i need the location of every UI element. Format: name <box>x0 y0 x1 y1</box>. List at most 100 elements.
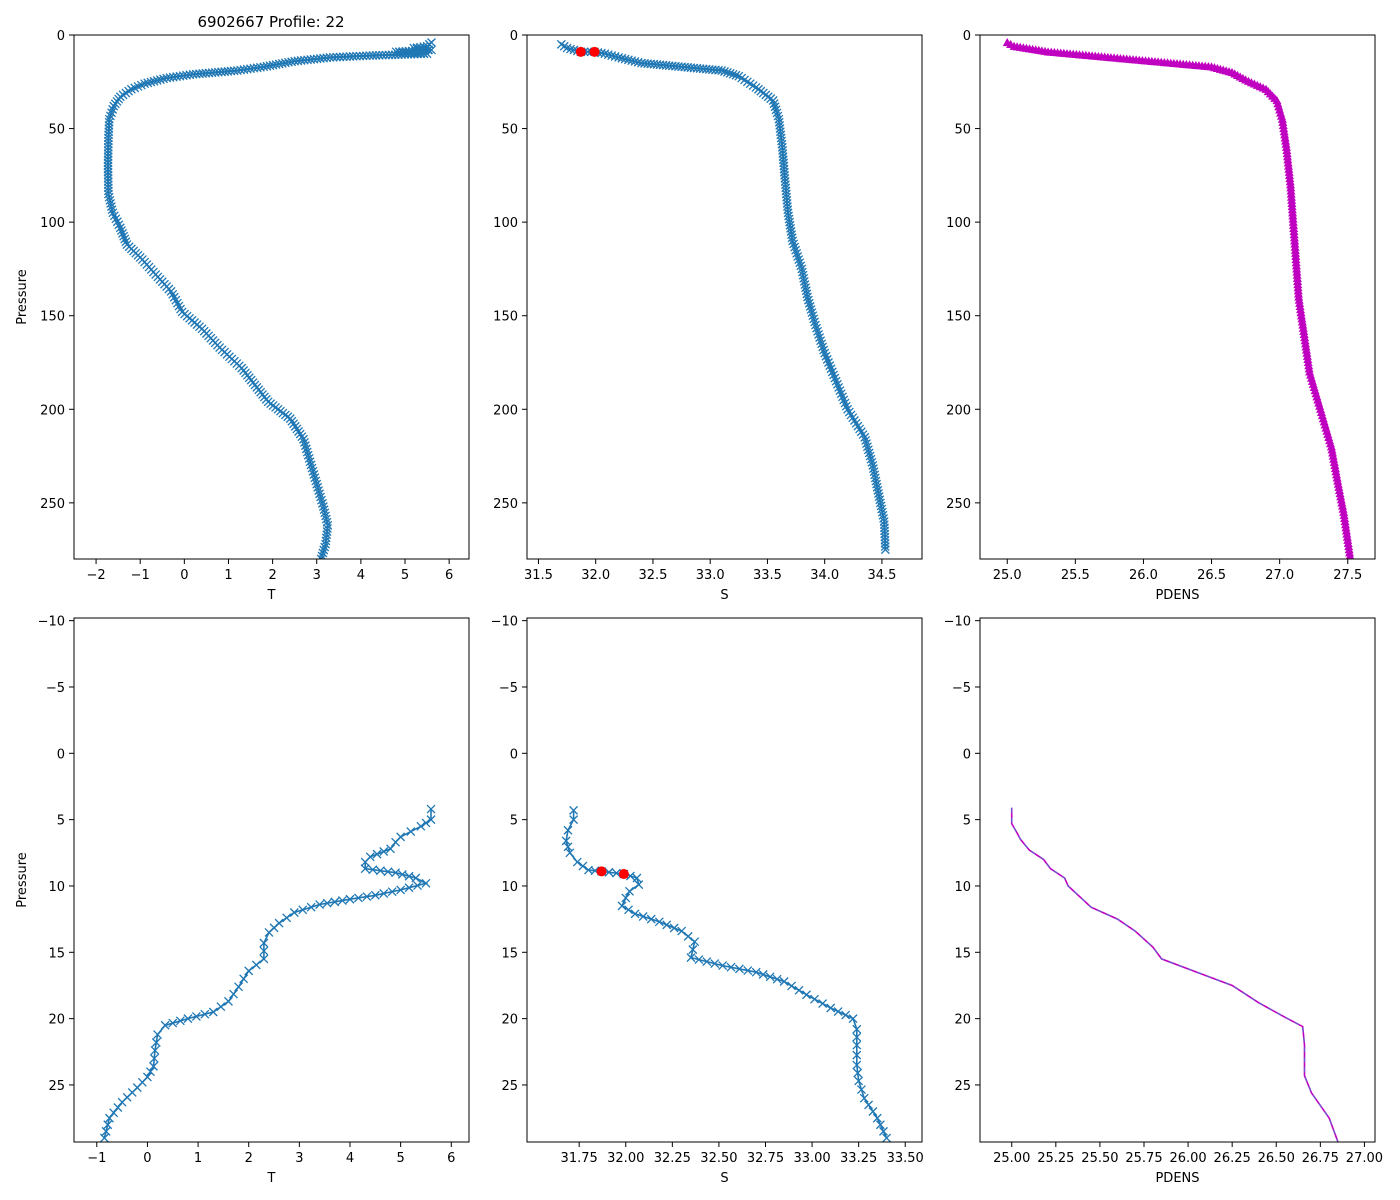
data-point-marker <box>1345 551 1355 559</box>
data-point-marker <box>566 44 575 54</box>
data-point-marker <box>718 961 728 971</box>
data-point-marker <box>824 358 833 367</box>
data-point-marker <box>632 873 642 883</box>
x-tick-label: 25.0 <box>993 568 1022 583</box>
data-point-marker <box>396 885 406 895</box>
data-point-marker <box>802 990 811 1000</box>
data-point-marker <box>426 815 436 825</box>
data-point-marker <box>308 466 318 476</box>
data-point-marker <box>865 451 875 461</box>
data-point-marker <box>827 367 837 377</box>
x-tick-label: 2 <box>245 1151 253 1166</box>
data-point-marker <box>722 67 732 77</box>
data-point-marker <box>1337 498 1347 507</box>
y-tick-label: 20 <box>954 1013 971 1028</box>
x-axis-label: S <box>720 588 728 603</box>
data-point-marker <box>108 104 118 114</box>
data-point-marker <box>1329 457 1339 466</box>
data-point-marker <box>812 323 821 333</box>
data-point-marker <box>562 43 572 53</box>
series-line <box>103 809 432 1139</box>
y-tick-label: 0 <box>57 29 65 44</box>
data-point-marker <box>319 545 329 555</box>
data-point-marker <box>355 51 365 61</box>
data-point-marker <box>1327 445 1337 454</box>
y-tick-label: 15 <box>501 946 518 961</box>
flagged-point <box>575 46 586 57</box>
data-point-marker <box>342 52 351 62</box>
data-point-marker <box>862 439 871 449</box>
data-point-marker <box>694 955 704 965</box>
data-point-marker <box>868 1107 878 1116</box>
data-point-marker <box>1333 476 1343 485</box>
data-point-marker <box>854 1076 864 1086</box>
data-point-marker <box>814 329 824 339</box>
axes-frame <box>979 617 1376 1143</box>
x-tick-label: 0 <box>180 568 188 583</box>
x-tick-label: 32.00 <box>607 1151 644 1166</box>
data-point-marker <box>822 354 832 364</box>
x-tick-label: 33.0 <box>696 568 725 583</box>
y-tick-label: 0 <box>57 747 65 762</box>
data-point-marker <box>302 447 312 457</box>
data-point-marker <box>320 542 330 552</box>
x-tick-label: 1 <box>224 568 232 583</box>
x-axis-label: T <box>267 1171 276 1186</box>
data-point-marker <box>875 1120 885 1130</box>
data-point-marker <box>831 376 841 386</box>
data-point-marker <box>620 54 630 64</box>
y-tick-label: 25 <box>48 1079 65 1094</box>
data-point-marker <box>1334 482 1344 491</box>
data-point-marker <box>563 842 573 852</box>
data-point-marker <box>168 1018 178 1028</box>
data-point-marker <box>175 1016 185 1026</box>
data-point-marker <box>569 805 579 815</box>
flagged-point <box>618 869 629 880</box>
data-point-marker <box>1330 460 1340 470</box>
axes-frame <box>73 34 470 560</box>
y-tick-label: 150 <box>946 310 971 325</box>
data-point-marker <box>191 1011 201 1021</box>
data-point-marker <box>790 242 800 252</box>
data-point-marker <box>315 489 325 499</box>
data-point-marker <box>301 444 311 454</box>
x-tick-label: 33.50 <box>887 1151 924 1166</box>
data-point-marker <box>624 905 634 915</box>
bottom-density-subplot: 25.00 25.25 25.50 25.75 26.00 26.25 26.50 26.75… <box>944 615 1383 1186</box>
data-point-marker <box>150 1046 160 1055</box>
data-point-marker <box>370 890 380 900</box>
y-tick-label: 20 <box>48 1013 65 1028</box>
top-temperature-subplot: −2 −1 0 1 2 3 4 5 6 0 50 100 150 200 250 T Pressure <box>15 29 470 603</box>
data-point-marker <box>809 314 819 324</box>
bottom-salinity-data <box>561 805 892 1142</box>
x-tick-label: 27.0 <box>1265 568 1294 583</box>
data-point-marker <box>1331 467 1341 476</box>
data-point-marker <box>805 301 815 311</box>
data-point-marker <box>109 101 119 111</box>
data-point-marker <box>852 1050 862 1060</box>
data-point-marker <box>149 1053 159 1063</box>
x-axis-label: S <box>720 1171 728 1186</box>
data-point-marker <box>621 893 631 903</box>
x-tick-label: −1 <box>87 1151 106 1166</box>
data-point-marker <box>771 105 781 115</box>
data-point-marker <box>791 245 801 255</box>
x-tick-label: 26.0 <box>1129 568 1158 583</box>
data-point-marker <box>216 1002 226 1012</box>
x-axis-label: PDENS <box>1155 588 1199 603</box>
x-tick-label: 34.0 <box>810 568 839 583</box>
data-point-marker <box>821 351 831 361</box>
data-point-marker <box>630 57 640 66</box>
data-point-marker <box>426 804 436 814</box>
y-tick-label: 150 <box>493 310 518 325</box>
data-point-marker <box>720 67 729 76</box>
data-point-marker <box>654 917 664 927</box>
data-point-marker <box>561 836 571 846</box>
data-point-marker <box>794 985 804 995</box>
data-point-marker <box>852 1032 862 1042</box>
data-point-marker <box>1330 464 1340 473</box>
data-point-marker <box>391 837 401 847</box>
top-salinity-subplot: 31.5 32.0 32.5 33.0 33.5 34.0 34.5 0 50 100 150 200… <box>493 29 923 603</box>
x-tick-label: 25.5 <box>1061 568 1090 583</box>
data-point-marker <box>813 326 823 336</box>
